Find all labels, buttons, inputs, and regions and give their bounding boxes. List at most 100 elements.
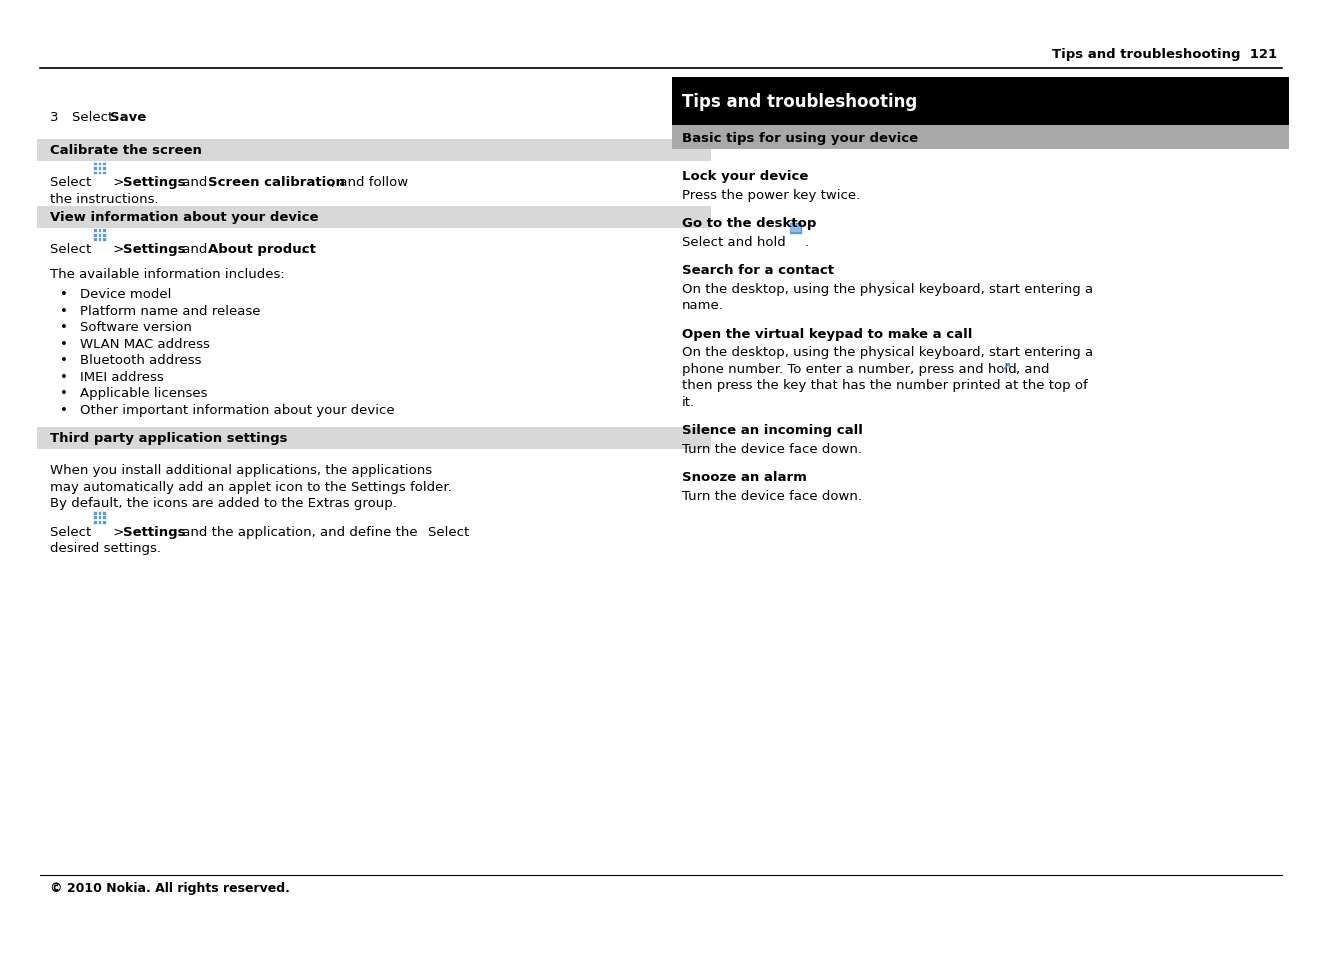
Text: phone number. To enter a number, press and hold: phone number. To enter a number, press a… xyxy=(682,362,1021,375)
Text: Settings: Settings xyxy=(123,176,185,189)
Text: By default, the icons are added to the Extras group.: By default, the icons are added to the E… xyxy=(50,497,397,510)
Text: >: > xyxy=(110,525,128,537)
Text: and: and xyxy=(178,243,212,255)
Bar xyxy=(94,233,97,237)
Text: and the application, and define the: and the application, and define the xyxy=(178,525,418,537)
Text: Turn the device face down.: Turn the device face down. xyxy=(682,489,862,502)
Bar xyxy=(102,172,106,175)
Bar xyxy=(102,229,106,233)
Text: >: > xyxy=(110,176,128,189)
Bar xyxy=(98,172,102,175)
Bar xyxy=(102,520,106,524)
Bar xyxy=(98,238,102,242)
Text: Press the power key twice.: Press the power key twice. xyxy=(682,189,859,201)
Text: Calibrate the screen: Calibrate the screen xyxy=(50,144,202,157)
Text: View information about your device: View information about your device xyxy=(50,211,319,224)
Text: 3: 3 xyxy=(50,111,58,124)
Text: Other important information about your device: Other important information about your d… xyxy=(81,403,395,416)
Bar xyxy=(102,233,106,237)
Bar xyxy=(672,126,1289,150)
Text: •: • xyxy=(61,354,69,367)
Text: Tips and troubleshooting: Tips and troubleshooting xyxy=(682,93,917,112)
Text: WLAN MAC address: WLAN MAC address xyxy=(81,337,210,350)
Text: Go to the desktop: Go to the desktop xyxy=(682,217,816,230)
Text: , and follow: , and follow xyxy=(332,176,408,189)
Text: Lock your device: Lock your device xyxy=(682,170,808,183)
Text: Tips and troubleshooting  121: Tips and troubleshooting 121 xyxy=(1052,48,1277,61)
Text: Save: Save xyxy=(110,111,147,124)
Bar xyxy=(102,512,106,515)
Text: Silence an incoming call: Silence an incoming call xyxy=(682,424,862,436)
Text: •: • xyxy=(61,288,69,301)
Text: Select: Select xyxy=(50,243,95,255)
Bar xyxy=(98,229,102,233)
Text: •: • xyxy=(61,387,69,399)
Bar xyxy=(98,512,102,515)
Bar xyxy=(98,162,102,166)
Bar xyxy=(94,516,97,519)
Text: Platform name and release: Platform name and release xyxy=(81,304,260,317)
Text: Applicable licenses: Applicable licenses xyxy=(81,387,208,399)
Bar xyxy=(37,140,711,162)
Text: Select: Select xyxy=(428,525,475,537)
Text: On the desktop, using the physical keyboard, start entering a: On the desktop, using the physical keybo… xyxy=(682,346,1093,359)
Text: The available information includes:: The available information includes: xyxy=(50,267,286,280)
Bar xyxy=(94,167,97,171)
Text: On the desktop, using the physical keyboard, start entering a: On the desktop, using the physical keybo… xyxy=(682,282,1093,295)
Bar xyxy=(102,516,106,519)
Text: © 2010 Nokia. All rights reserved.: © 2010 Nokia. All rights reserved. xyxy=(50,881,290,894)
Text: .: . xyxy=(805,235,809,249)
Text: Settings: Settings xyxy=(123,525,185,537)
Text: •: • xyxy=(61,304,69,317)
Bar xyxy=(94,512,97,515)
Bar xyxy=(102,167,106,171)
Bar xyxy=(98,520,102,524)
Text: IMEI address: IMEI address xyxy=(81,370,164,383)
Bar xyxy=(102,162,106,166)
Text: desired settings.: desired settings. xyxy=(50,541,161,555)
Bar xyxy=(98,516,102,519)
Bar xyxy=(789,223,801,235)
Text: Turn the device face down.: Turn the device face down. xyxy=(682,442,862,456)
Bar xyxy=(672,78,1289,126)
Text: About product: About product xyxy=(209,243,316,255)
Text: Basic tips for using your device: Basic tips for using your device xyxy=(682,132,917,145)
Text: .: . xyxy=(140,111,144,124)
Text: Third party application settings: Third party application settings xyxy=(50,432,288,444)
Bar xyxy=(94,520,97,524)
Text: Select and hold: Select and hold xyxy=(682,235,789,249)
Text: When you install additional applications, the applications: When you install additional applications… xyxy=(50,463,432,476)
Text: •: • xyxy=(61,370,69,383)
Bar xyxy=(94,172,97,175)
Text: Open the virtual keypad to make a call: Open the virtual keypad to make a call xyxy=(682,328,972,340)
Text: Select: Select xyxy=(73,111,118,124)
Text: .: . xyxy=(300,243,304,255)
Text: and: and xyxy=(178,176,212,189)
Bar xyxy=(37,207,711,229)
Bar xyxy=(98,167,102,171)
Text: Search for a contact: Search for a contact xyxy=(682,264,834,277)
Bar xyxy=(94,229,97,233)
Bar xyxy=(94,238,97,242)
Text: >: > xyxy=(110,243,128,255)
Text: then press the key that has the number printed at the top of: then press the key that has the number p… xyxy=(682,379,1087,392)
Text: •: • xyxy=(61,403,69,416)
Bar xyxy=(102,238,106,242)
Text: ↗: ↗ xyxy=(999,360,1011,375)
Text: •: • xyxy=(61,337,69,350)
Bar xyxy=(98,233,102,237)
Text: Snooze an alarm: Snooze an alarm xyxy=(682,471,806,484)
Bar xyxy=(37,428,711,450)
Bar xyxy=(789,225,801,233)
Text: Select: Select xyxy=(50,525,95,537)
Text: the instructions.: the instructions. xyxy=(50,193,159,206)
Text: Bluetooth address: Bluetooth address xyxy=(81,354,202,367)
Bar xyxy=(94,162,97,166)
Text: it.: it. xyxy=(682,395,694,408)
Text: Screen calibration: Screen calibration xyxy=(209,176,345,189)
Text: Settings: Settings xyxy=(123,243,185,255)
Text: may automatically add an applet icon to the Settings folder.: may automatically add an applet icon to … xyxy=(50,480,452,493)
Text: •: • xyxy=(61,320,69,334)
Text: Software version: Software version xyxy=(81,320,192,334)
Text: Device model: Device model xyxy=(81,288,172,301)
